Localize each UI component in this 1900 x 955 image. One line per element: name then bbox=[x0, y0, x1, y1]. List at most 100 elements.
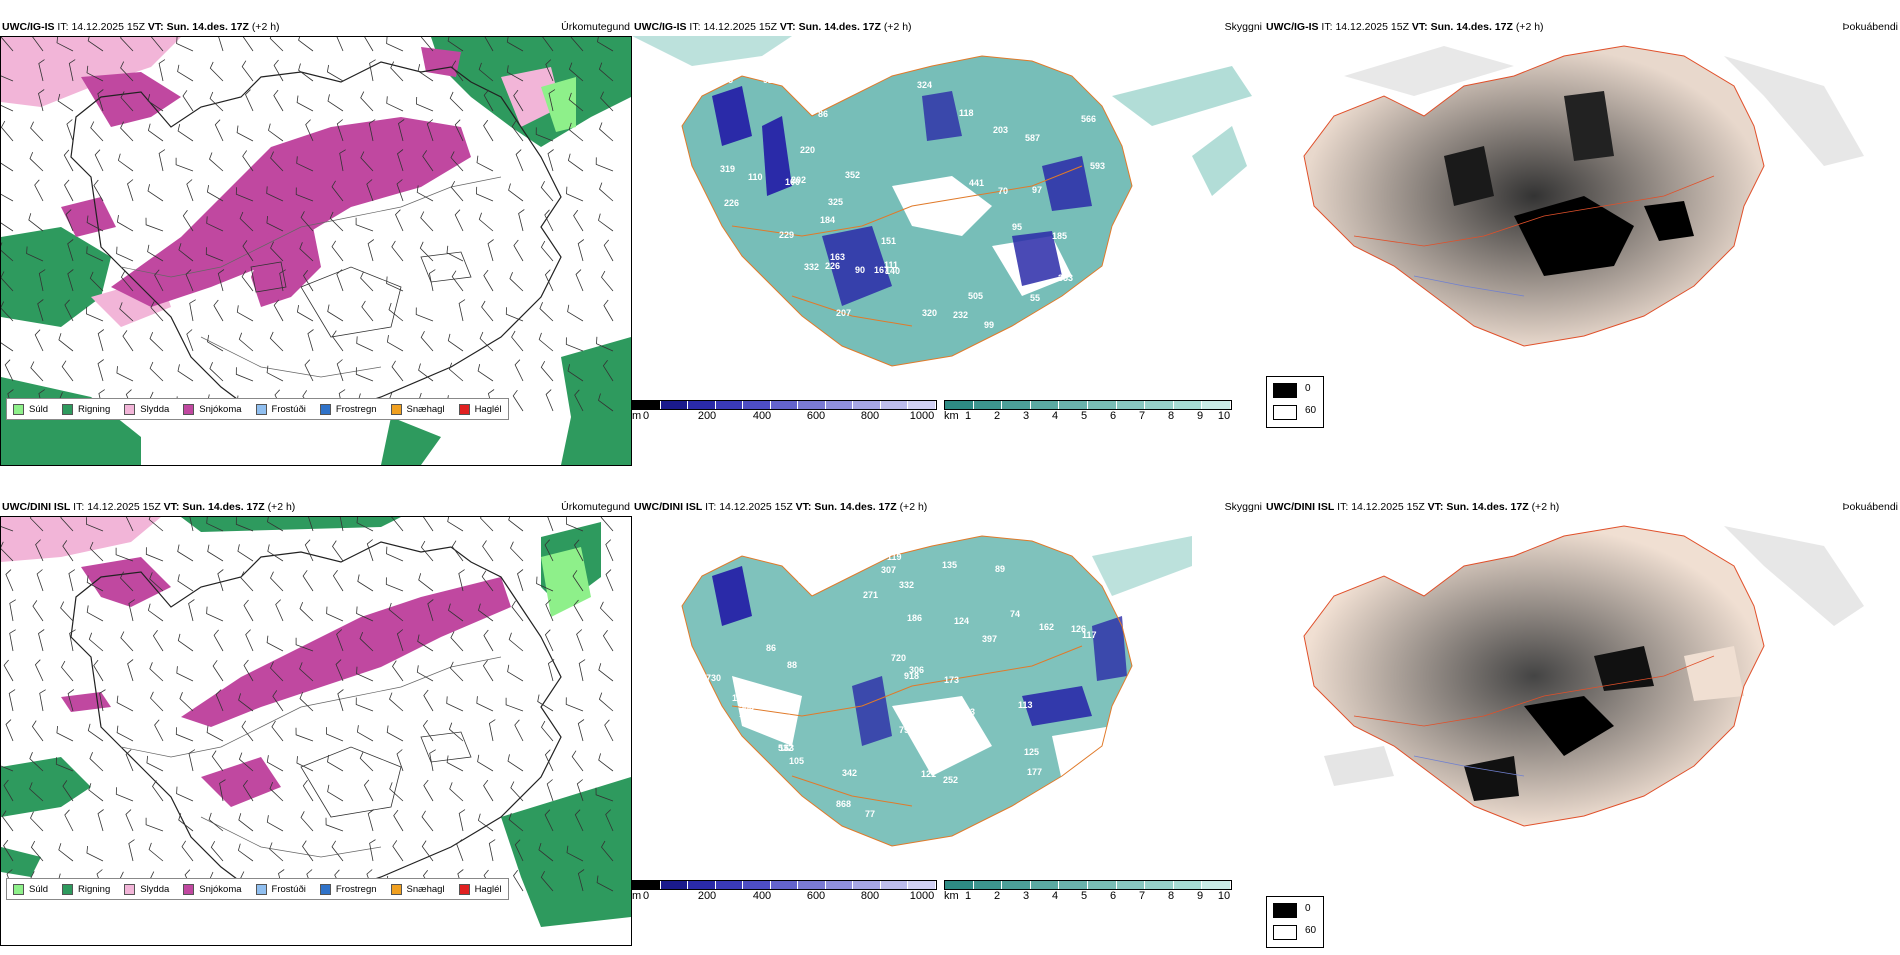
cloudbase-value-label: 113 bbox=[1018, 700, 1033, 710]
wind-barb bbox=[175, 157, 194, 172]
cloudbase-value-label: 117 bbox=[1082, 630, 1097, 640]
wind-barb bbox=[295, 727, 314, 742]
wind-barb bbox=[510, 541, 524, 562]
wind-barb bbox=[30, 840, 44, 862]
wind-barb bbox=[127, 179, 134, 202]
colorbar-segment bbox=[1002, 401, 1031, 409]
wind-barb bbox=[177, 574, 194, 592]
cloudbase-value-label: 325 bbox=[828, 197, 843, 207]
wind-barb bbox=[1, 193, 14, 202]
vt-label: VT: bbox=[795, 501, 812, 513]
cloud-map[interactable]: 99 89 80 74 126 88 148 163 162 397 146 119 73 918 77 84… bbox=[632, 516, 1264, 876]
wind-barb bbox=[38, 269, 46, 292]
wind-barb bbox=[544, 809, 554, 832]
wind-barb bbox=[272, 690, 284, 712]
wind-barb bbox=[327, 784, 344, 802]
wind-barb bbox=[273, 299, 284, 322]
wind-barb bbox=[1, 526, 14, 532]
wind-barb bbox=[537, 694, 554, 712]
precip-type-panel: UWC/DINI ISL IT: 14.12.2025 15Z VT: Sun.… bbox=[0, 480, 632, 950]
wind-barb bbox=[574, 389, 584, 412]
wind-barb bbox=[598, 62, 614, 82]
wind-barb bbox=[475, 186, 494, 202]
cloudbase-value-label: 74 bbox=[1010, 609, 1020, 619]
wind-barb bbox=[60, 601, 74, 622]
wind-barb bbox=[325, 727, 344, 742]
wind-barb bbox=[393, 809, 404, 832]
fog-map[interactable] bbox=[1264, 516, 1900, 916]
visibility-unit: km bbox=[944, 890, 959, 902]
wind-barb bbox=[337, 689, 344, 712]
wind-barb bbox=[577, 869, 585, 892]
panel-title: Þokuábendi bbox=[1842, 501, 1898, 513]
wind-barb bbox=[388, 602, 404, 622]
colorbar-segment bbox=[633, 401, 661, 409]
wind-barb bbox=[450, 151, 464, 172]
wind-barb bbox=[1, 222, 14, 232]
cloudbase-tick: 1000 bbox=[909, 890, 935, 902]
wind-barb bbox=[305, 119, 314, 142]
wind-barb bbox=[505, 307, 524, 322]
colorbar-segment bbox=[770, 401, 799, 409]
fog-map-graphic bbox=[1303, 45, 1864, 347]
it-value: 14.12.2025 15Z bbox=[1335, 21, 1409, 33]
lead-time: (+2 h) bbox=[251, 21, 280, 33]
wind-barb bbox=[538, 842, 554, 862]
cloudbase-value-label: 99 bbox=[752, 773, 762, 783]
fog-map[interactable] bbox=[1264, 36, 1900, 436]
wind-barb bbox=[237, 544, 254, 562]
legend-swatch bbox=[319, 403, 331, 415]
wind-barb bbox=[602, 629, 614, 652]
cloudbase-value-label: 232 bbox=[953, 310, 968, 320]
wind-barb bbox=[575, 269, 584, 292]
wind-barb bbox=[86, 215, 104, 232]
legend-swatch bbox=[183, 403, 195, 415]
wind-barb bbox=[395, 209, 404, 232]
wind-barb bbox=[89, 752, 104, 772]
wind-barb bbox=[89, 541, 104, 562]
wind-barb bbox=[454, 209, 464, 232]
wind-barb bbox=[1, 75, 14, 82]
visibility-tick: 7 bbox=[1138, 890, 1146, 902]
wind-barb bbox=[417, 64, 434, 82]
wind-barb bbox=[386, 335, 404, 352]
wind-barb bbox=[302, 840, 314, 862]
wind-barb bbox=[177, 544, 194, 562]
legend-swatch bbox=[458, 403, 470, 415]
wind-barb bbox=[212, 660, 224, 682]
wind-barb bbox=[547, 149, 554, 172]
wind-barb bbox=[514, 359, 524, 382]
legend-swatch bbox=[255, 883, 267, 895]
cloudbase-value-label: 332 bbox=[804, 262, 819, 272]
wind-barb bbox=[235, 517, 254, 532]
wind-barb bbox=[29, 151, 44, 172]
wind-barb bbox=[125, 809, 134, 832]
wind-barb bbox=[243, 659, 254, 682]
wind-barb bbox=[266, 815, 284, 832]
wind-barb bbox=[61, 360, 74, 382]
cloudbase-value-label: 86 bbox=[818, 109, 828, 119]
wind-barb bbox=[483, 779, 494, 802]
wind-barb bbox=[299, 662, 314, 682]
wind-barb bbox=[62, 540, 74, 562]
wind-barb bbox=[238, 332, 254, 352]
wind-barb bbox=[396, 629, 404, 652]
cloudbase-value-label: 560 bbox=[911, 207, 926, 217]
wind-barb bbox=[596, 875, 614, 892]
cloudbase-value-label: 99 bbox=[984, 320, 994, 330]
cloudbase-value-label: 505 bbox=[968, 291, 983, 301]
wind-barb bbox=[544, 209, 554, 232]
wind-barb bbox=[182, 209, 194, 232]
model-name: UWC/DINI ISL bbox=[634, 501, 703, 513]
wind-barb bbox=[596, 336, 614, 352]
wind-barb bbox=[545, 389, 554, 412]
wind-barb bbox=[67, 689, 75, 712]
wind-barb bbox=[93, 659, 104, 682]
precip-map[interactable] bbox=[0, 36, 632, 466]
cloud-map[interactable]: 151 100 92 95 34 86 167 184 226 70 97 324 335 310 325 5… bbox=[632, 36, 1264, 396]
precip-map[interactable] bbox=[0, 516, 632, 946]
wind-barb bbox=[238, 693, 254, 712]
wind-barb bbox=[386, 546, 404, 562]
wind-barb bbox=[1, 120, 14, 142]
wind-barb bbox=[266, 635, 284, 652]
